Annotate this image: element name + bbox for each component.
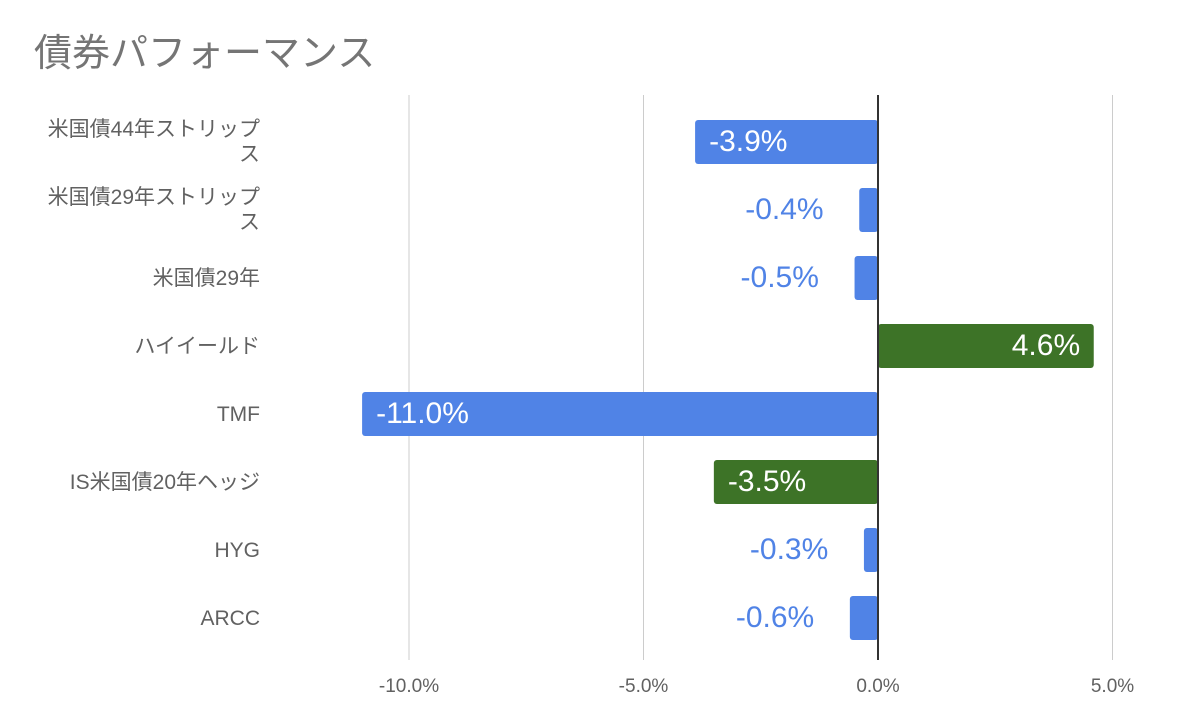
bar bbox=[849, 596, 878, 640]
category-label: 米国債29年ストリップス bbox=[47, 186, 260, 234]
chart-title: 債券パフォーマンス bbox=[34, 33, 376, 75]
bar bbox=[713, 460, 878, 504]
data-label: -0.6% bbox=[735, 601, 815, 634]
x-tick-label: 0.0% bbox=[856, 676, 900, 697]
data-label: -3.5% bbox=[727, 465, 807, 498]
data-label: 4.6% bbox=[1011, 329, 1081, 362]
x-tick-label: -10.0% bbox=[378, 676, 440, 697]
category-label: 米国債44年ストリップス bbox=[47, 118, 260, 166]
bar bbox=[863, 528, 878, 572]
category-label: TMF bbox=[216, 402, 260, 426]
data-label: -11.0% bbox=[376, 397, 469, 430]
bar bbox=[859, 188, 878, 232]
category-label: IS米国債20年ヘッジ bbox=[69, 470, 260, 494]
category-label: 米国債29年 bbox=[152, 266, 260, 290]
x-tick-label: 5.0% bbox=[1090, 676, 1135, 697]
bar bbox=[878, 324, 1094, 368]
data-label: -0.5% bbox=[740, 261, 819, 294]
category-label: ARCC bbox=[200, 606, 260, 630]
category-label: HYG bbox=[214, 538, 260, 562]
data-label: -3.9% bbox=[709, 125, 788, 158]
bar bbox=[695, 120, 878, 164]
bar bbox=[854, 256, 878, 300]
x-tick-label: -5.0% bbox=[618, 676, 669, 697]
data-label: -0.4% bbox=[745, 193, 824, 226]
category-label: ハイイールド bbox=[134, 334, 260, 358]
bar bbox=[362, 392, 879, 436]
data-label: -0.3% bbox=[749, 533, 829, 566]
